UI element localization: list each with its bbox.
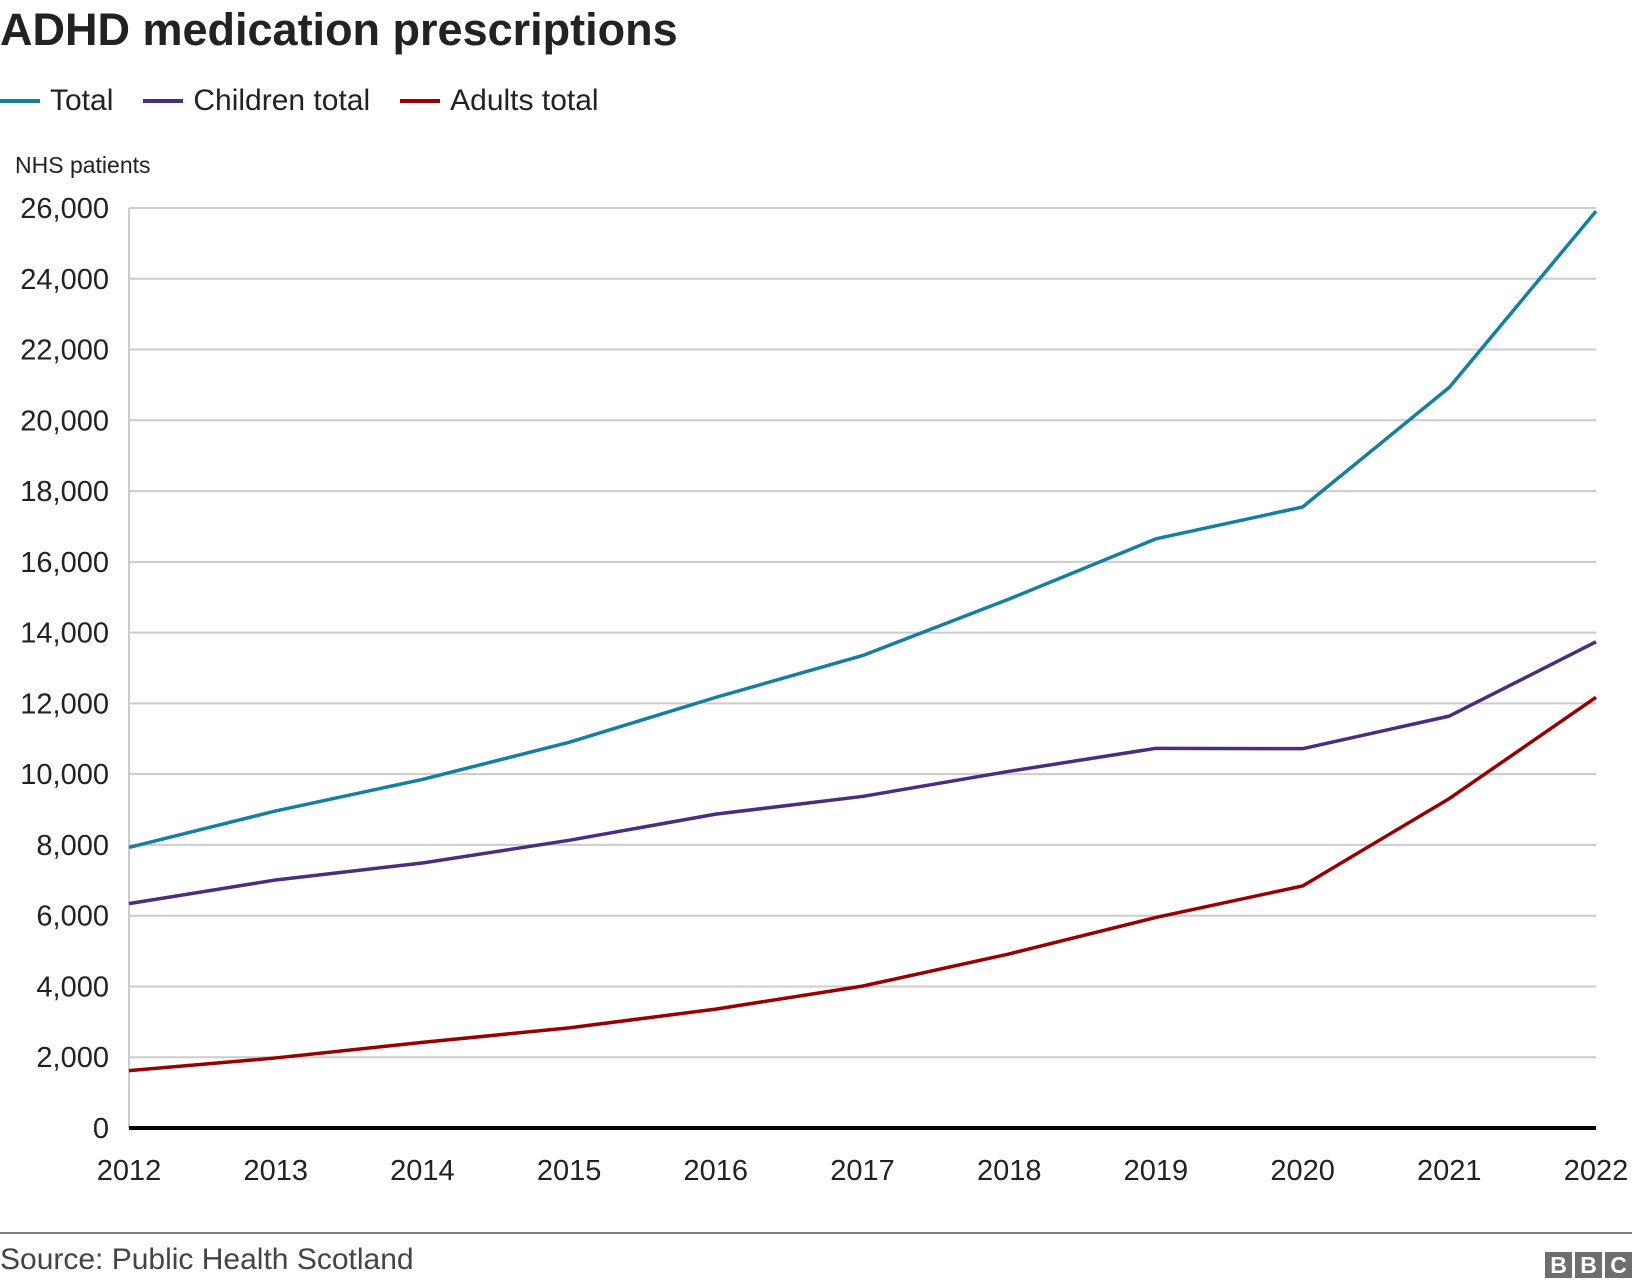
series-line-children-total xyxy=(128,640,1597,906)
x-tick-label: 2020 xyxy=(1270,1155,1335,1187)
series-line-total xyxy=(128,210,1598,850)
legend-label: Adults total xyxy=(450,84,599,117)
legend: Total Children total Adults total xyxy=(0,84,599,118)
y-tick-label: 2,000 xyxy=(36,1042,109,1074)
y-tick-label: 18,000 xyxy=(20,476,109,508)
y-tick-label: 16,000 xyxy=(20,547,109,579)
bbc-logo-letter: B xyxy=(1545,1252,1572,1278)
bbc-logo-letter: C xyxy=(1605,1252,1632,1278)
chart-title: ADHD medication prescriptions xyxy=(0,4,678,55)
y-tick-label: 0 xyxy=(93,1113,109,1145)
series-line-adults-total xyxy=(128,695,1597,1073)
legend-item-adults: Adults total xyxy=(400,84,599,118)
y-tick-label: 24,000 xyxy=(20,264,109,296)
x-tick-label: 2013 xyxy=(243,1155,308,1187)
x-tick-label: 2018 xyxy=(977,1155,1042,1187)
y-tick-label: 26,000 xyxy=(20,193,109,225)
y-tick-label: 6,000 xyxy=(36,901,109,933)
footer-divider xyxy=(0,1232,1632,1234)
bbc-logo: B B C xyxy=(1545,1252,1632,1278)
y-tick-label: 20,000 xyxy=(20,405,109,437)
legend-label: Total xyxy=(50,84,114,117)
legend-swatch xyxy=(0,99,40,103)
y-tick-label: 14,000 xyxy=(20,618,109,650)
y-tick-label: 22,000 xyxy=(20,335,109,367)
legend-swatch xyxy=(400,99,441,103)
bbc-logo-letter: B xyxy=(1575,1252,1602,1278)
x-tick-label: 2022 xyxy=(1564,1155,1629,1187)
x-tick-label: 2012 xyxy=(97,1155,162,1187)
source-note: Source: Public Health Scotland xyxy=(0,1243,414,1276)
y-tick-label: 8,000 xyxy=(36,830,109,862)
x-tick-label: 2014 xyxy=(390,1155,455,1187)
legend-item-children: Children total xyxy=(143,84,370,118)
y-axis-label: NHS patients xyxy=(15,152,151,178)
x-tick-label: 2017 xyxy=(830,1155,895,1187)
x-tick-label: 2016 xyxy=(684,1155,749,1187)
y-tick-label: 10,000 xyxy=(20,759,109,791)
x-tick-label: 2015 xyxy=(537,1155,602,1187)
x-tick-label: 2021 xyxy=(1417,1155,1482,1187)
legend-item-total: Total xyxy=(0,84,113,118)
legend-swatch xyxy=(143,99,184,103)
y-tick-label: 4,000 xyxy=(36,971,109,1003)
y-tick-label: 12,000 xyxy=(20,688,109,720)
legend-label: Children total xyxy=(193,84,371,117)
x-tick-label: 2019 xyxy=(1124,1155,1189,1187)
